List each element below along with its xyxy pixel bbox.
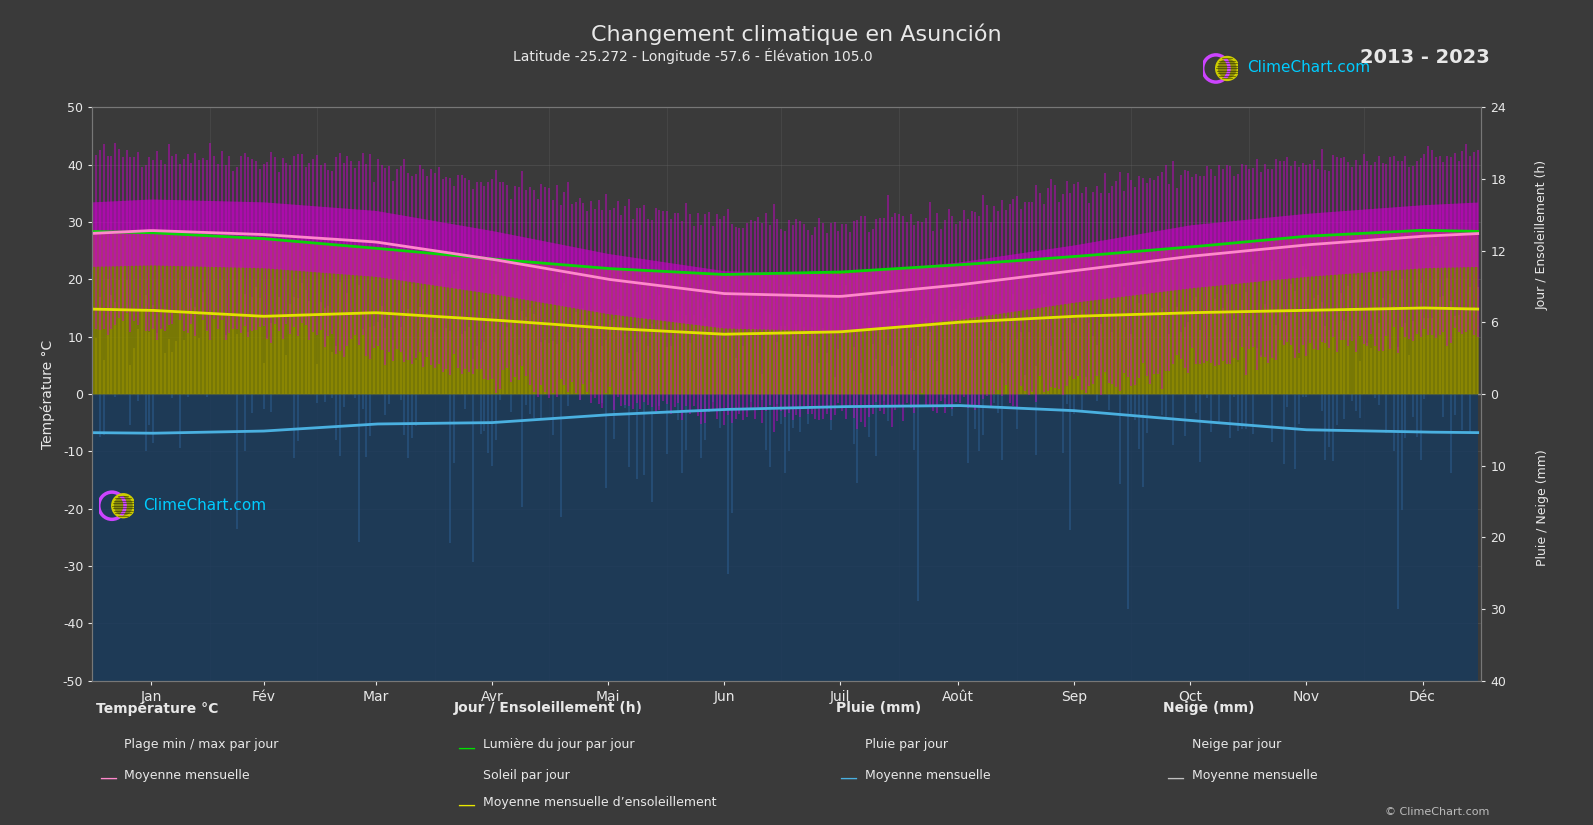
Text: Jour / Ensoleillement (h): Jour / Ensoleillement (h): [1536, 160, 1548, 310]
Text: Neige par jour: Neige par jour: [1192, 738, 1281, 752]
Text: ClimeChart.com: ClimeChart.com: [143, 498, 266, 513]
Text: —: —: [1166, 769, 1184, 787]
Text: Température °C: Température °C: [96, 701, 218, 716]
Text: Pluie par jour: Pluie par jour: [865, 738, 948, 752]
Text: Moyenne mensuelle: Moyenne mensuelle: [865, 769, 991, 782]
Text: Jour / Ensoleillement (h): Jour / Ensoleillement (h): [454, 701, 644, 715]
Text: —: —: [457, 738, 475, 757]
Text: Plage min / max par jour: Plage min / max par jour: [124, 738, 279, 752]
Y-axis label: Température °C: Température °C: [40, 339, 54, 449]
Text: —: —: [840, 769, 857, 787]
Circle shape: [113, 494, 134, 517]
Text: ClimeChart.com: ClimeChart.com: [1247, 60, 1370, 75]
Text: Soleil par jour: Soleil par jour: [483, 769, 569, 782]
Circle shape: [1217, 57, 1238, 80]
Text: 2013 - 2023: 2013 - 2023: [1360, 48, 1489, 67]
Text: Moyenne mensuelle: Moyenne mensuelle: [1192, 769, 1317, 782]
Text: Moyenne mensuelle: Moyenne mensuelle: [124, 769, 250, 782]
Text: Lumière du jour par jour: Lumière du jour par jour: [483, 738, 634, 752]
Text: Latitude -25.272 - Longitude -57.6 - Élévation 105.0: Latitude -25.272 - Longitude -57.6 - Élé…: [513, 48, 873, 64]
Text: Pluie / Neige (mm): Pluie / Neige (mm): [1536, 449, 1548, 566]
Text: —: —: [457, 796, 475, 814]
Text: Moyenne mensuelle d’ensoleillement: Moyenne mensuelle d’ensoleillement: [483, 796, 717, 809]
Text: Neige (mm): Neige (mm): [1163, 701, 1254, 715]
Text: © ClimeChart.com: © ClimeChart.com: [1384, 807, 1489, 817]
Text: Pluie (mm): Pluie (mm): [836, 701, 922, 715]
Text: Changement climatique en Asunción: Changement climatique en Asunción: [591, 23, 1002, 45]
Text: —: —: [99, 769, 116, 787]
